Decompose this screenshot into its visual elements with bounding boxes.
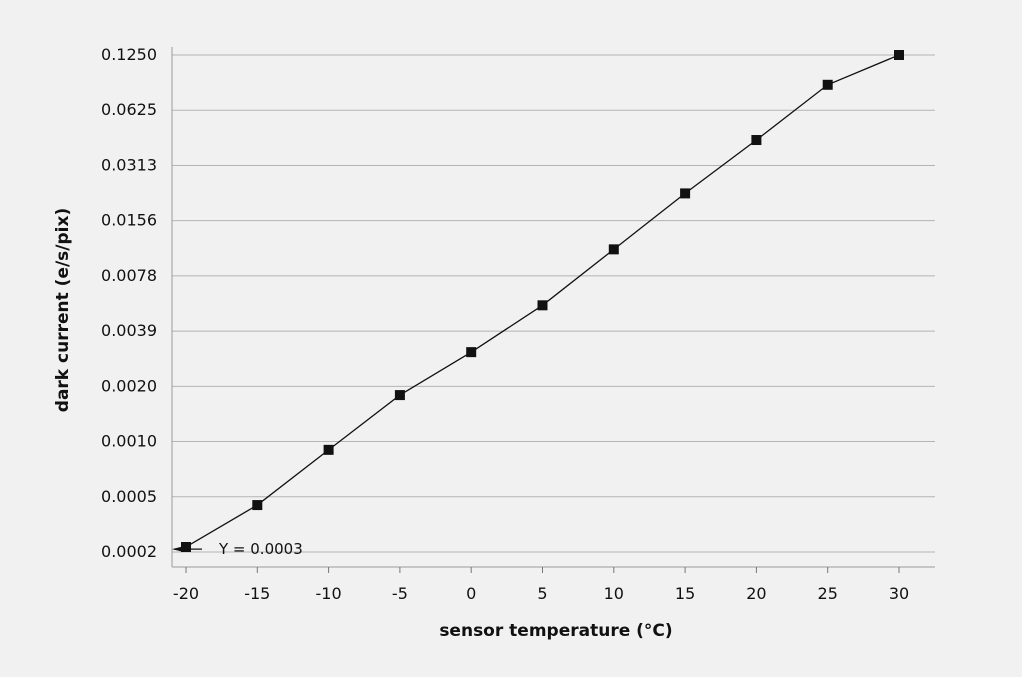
data-point <box>537 300 548 311</box>
x-tick-label: 15 <box>675 584 695 603</box>
x-tick-label: -15 <box>244 584 270 603</box>
data-point <box>394 390 405 401</box>
x-tick-label: -5 <box>392 584 408 603</box>
data-point <box>822 79 833 90</box>
y-tick-label: 0.0313 <box>101 155 157 174</box>
x-tick-label: 10 <box>604 584 624 603</box>
data-point <box>252 500 263 511</box>
data-point <box>466 347 477 358</box>
data-point <box>894 50 904 60</box>
y-tick-label: 0.0010 <box>101 432 157 451</box>
y-tick-label: 0.0625 <box>101 100 157 119</box>
x-tick-label: 0 <box>466 584 476 603</box>
x-axis-title: sensor temperature (°C) <box>439 621 672 641</box>
y-axis-title: dark current (e/s/pix) <box>53 208 73 412</box>
annotation-label: Y = 0.0003 <box>218 540 303 558</box>
annotation: Y = 0.0003 <box>172 540 303 558</box>
data-point <box>608 244 619 255</box>
x-tick-label: 5 <box>537 584 547 603</box>
y-tick-label: 0.0005 <box>101 487 157 506</box>
y-tick-label: 0.0020 <box>101 376 157 395</box>
data-point <box>680 188 691 199</box>
y-tick-label: 0.0002 <box>101 542 157 561</box>
data-point <box>181 541 191 552</box>
y-tick-label: 0.0156 <box>101 211 157 230</box>
x-tick-label: 25 <box>818 584 838 603</box>
y-tick-label: 0.0039 <box>101 321 157 340</box>
x-tick-label: 20 <box>746 584 766 603</box>
y-tick-label: 0.0078 <box>101 266 157 285</box>
axes: 0.0002 0.0005 0.0010 0.0020 0.0039 0.0078 0.01… <box>101 45 935 603</box>
annotation-arrow <box>172 546 184 553</box>
data-point <box>751 135 762 146</box>
x-tick-label: -20 <box>173 584 199 603</box>
y-tick-label: 0.1250 <box>101 45 157 64</box>
grid <box>172 54 935 553</box>
x-tick-label: -10 <box>316 584 342 603</box>
series <box>181 50 904 552</box>
data-point <box>323 444 334 455</box>
x-tick-label: 30 <box>889 584 909 603</box>
